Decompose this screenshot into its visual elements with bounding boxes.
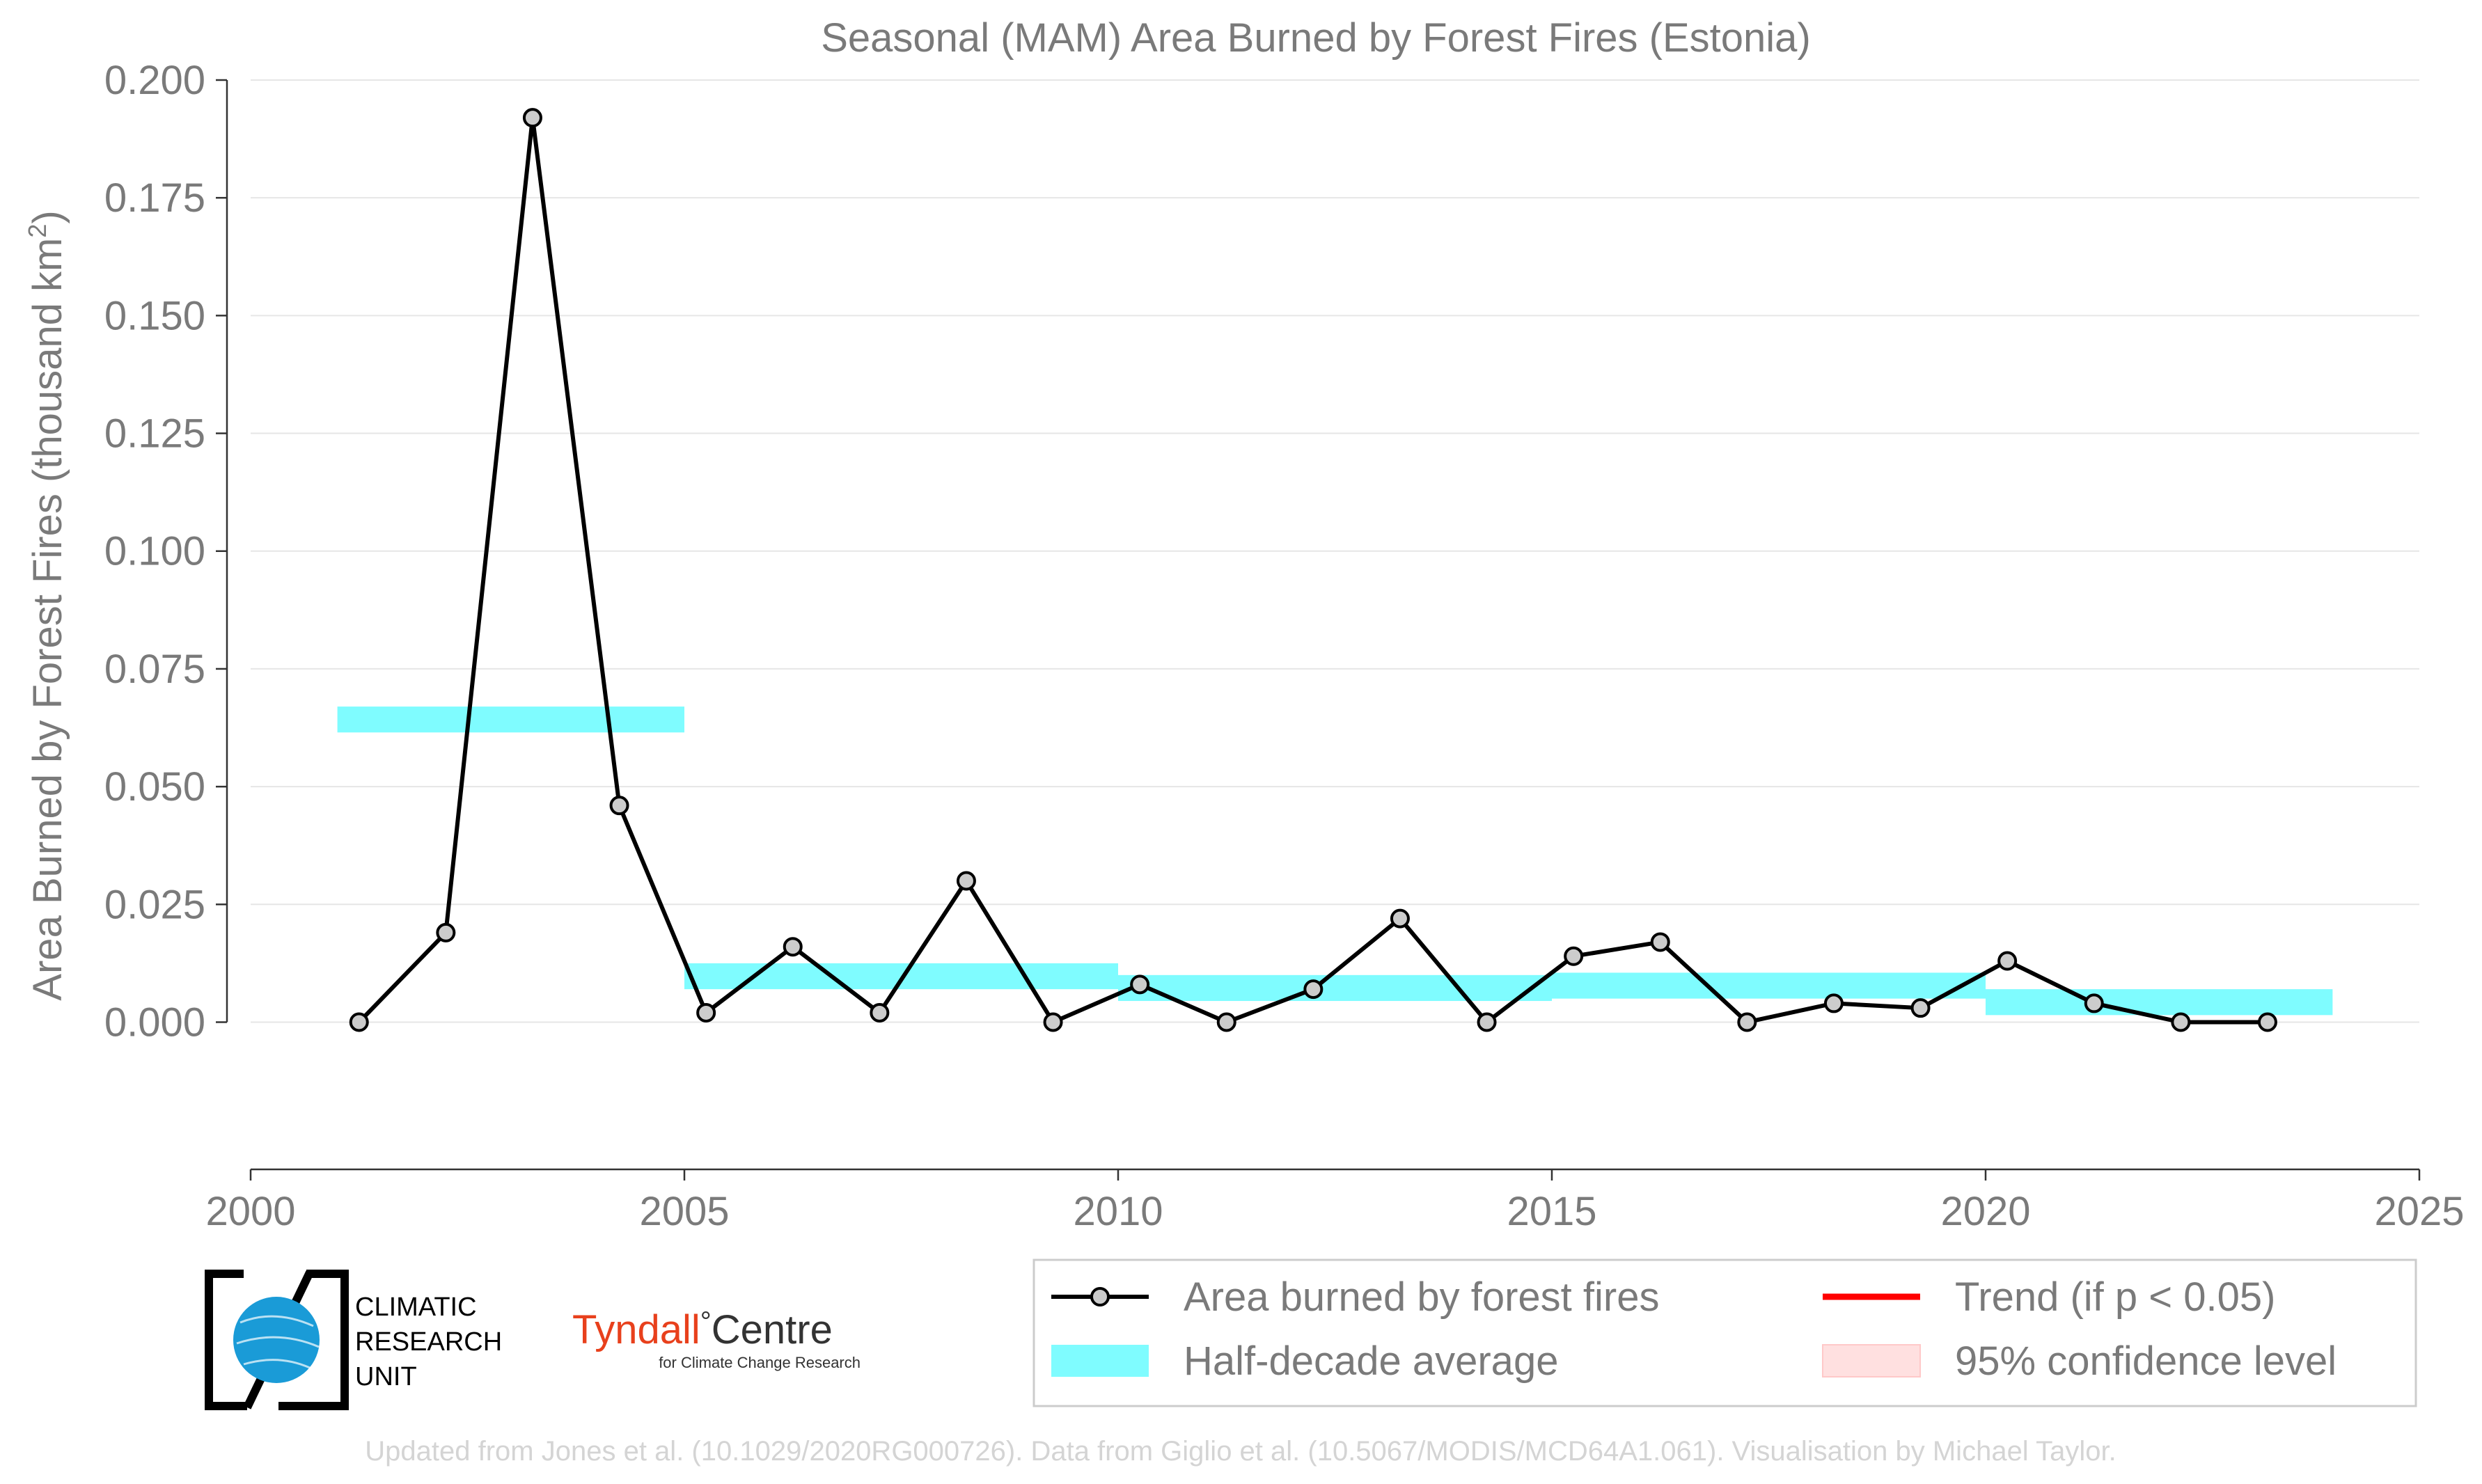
data-point <box>783 937 803 957</box>
data-point <box>1564 946 1584 966</box>
y-axis-label-close: ) <box>25 210 70 223</box>
cru-logo-frame-left <box>205 1270 247 1410</box>
y-tick-label: 0.000 <box>104 1000 205 1045</box>
x-tick-label: 2000 <box>205 1189 295 1234</box>
x-tick-label: 2005 <box>639 1189 729 1234</box>
data-point <box>1997 951 2018 971</box>
y-tick-label: 0.200 <box>104 58 205 103</box>
y-tick-label: 0.025 <box>104 882 205 927</box>
data-point <box>2171 1012 2191 1032</box>
cru-globe-swirl-icon <box>236 1315 320 1369</box>
half-decade-average-bands <box>337 707 2333 1016</box>
y-tick-label: 0.175 <box>104 175 205 221</box>
data-point <box>1390 908 1410 929</box>
half-decade-band <box>1986 989 2333 1016</box>
cru-logo-line-1: CLIMATIC <box>355 1293 477 1322</box>
data-point <box>349 1012 369 1032</box>
axes <box>216 79 2421 1181</box>
x-tick-labels: 2000 2005 2010 2015 2020 2025 <box>205 1189 2464 1234</box>
data-point <box>2257 1012 2277 1032</box>
data-point <box>1650 932 1670 952</box>
legend-box <box>1032 1258 2417 1407</box>
y-tick-label: 0.150 <box>104 293 205 338</box>
x-tick-label: 2020 <box>1940 1189 2030 1234</box>
y-axis-label-sup: 2 <box>23 224 52 238</box>
cru-logo: CLIMATIC RESEARCH UNIT <box>205 1270 502 1410</box>
tyndall-logo-text-b: Centre <box>712 1307 833 1352</box>
x-tick-label: 2010 <box>1073 1189 1163 1234</box>
data-point <box>1043 1012 1063 1032</box>
legend-label-trend: Trend (if p < 0.05) <box>1955 1274 2275 1320</box>
x-tick-label: 2025 <box>2374 1189 2464 1234</box>
half-decade-band <box>337 707 684 733</box>
tyndall-logo-subtitle: for Climate Change Research <box>659 1354 861 1371</box>
tyndall-logo-text-a: Tyndall <box>572 1307 700 1352</box>
legend-swatch-confidence <box>1822 1344 1921 1378</box>
cru-logo-frame-right <box>278 1270 349 1410</box>
x-tick-label: 2015 <box>1507 1189 1596 1234</box>
gridlines <box>251 79 2419 1023</box>
footer-credit: Updated from Jones et al. (10.1029/2020R… <box>365 1436 2116 1467</box>
y-tick-label: 0.100 <box>104 529 205 574</box>
half-decade-band <box>1118 974 1552 1002</box>
legend-label-confidence: 95% confidence level <box>1955 1339 2336 1384</box>
legend: Area burned by forest fires Trend (if p … <box>1032 1258 2417 1407</box>
data-point <box>1303 979 1324 1000</box>
svg-text:Tyndall°Centre: Tyndall°Centre <box>572 1307 833 1352</box>
legend-swatch-half-decade <box>1051 1345 1149 1377</box>
data-point <box>1216 1012 1236 1032</box>
data-point <box>1910 998 1931 1018</box>
chart-title: Seasonal (MAM) Area Burned by Forest Fir… <box>821 15 1811 61</box>
legend-label-half-decade: Half-decade average <box>1184 1339 1558 1384</box>
y-tick-labels: 0.000 0.025 0.050 0.075 0.100 0.125 0.150 0.175… <box>104 58 205 1045</box>
cru-logo-line-3: UNIT <box>355 1362 417 1391</box>
half-decade-band <box>1552 972 1986 999</box>
tyndall-logo: Tyndall°Centre for Climate Change Resear… <box>572 1307 861 1371</box>
data-point <box>1130 974 1150 995</box>
data-point <box>870 1002 890 1023</box>
y-tick-label: 0.075 <box>104 647 205 692</box>
data-point <box>696 1002 716 1023</box>
data-point <box>956 871 976 891</box>
data-point <box>1477 1012 1497 1032</box>
data-point <box>1823 993 1844 1013</box>
data-point <box>609 796 629 816</box>
y-tick-label: 0.125 <box>104 411 205 457</box>
y-tick-label: 0.050 <box>104 764 205 810</box>
series-area-burned <box>349 108 2277 1032</box>
data-point <box>2084 993 2104 1013</box>
y-axis-label-main: Area Burned by Forest Fires (thousand km <box>25 238 70 1001</box>
y-axis-label: Area Burned by Forest Fires (thousand km… <box>23 210 70 1000</box>
legend-label-area-burned: Area burned by forest fires <box>1184 1274 1659 1320</box>
legend-marker-area-burned <box>1090 1287 1110 1307</box>
series-line <box>357 116 2268 1025</box>
data-point <box>522 108 542 128</box>
data-point <box>436 922 456 942</box>
data-point <box>1737 1012 1757 1032</box>
tyndall-logo-degree: ° <box>700 1307 712 1337</box>
cru-logo-line-2: RESEARCH <box>355 1327 502 1357</box>
